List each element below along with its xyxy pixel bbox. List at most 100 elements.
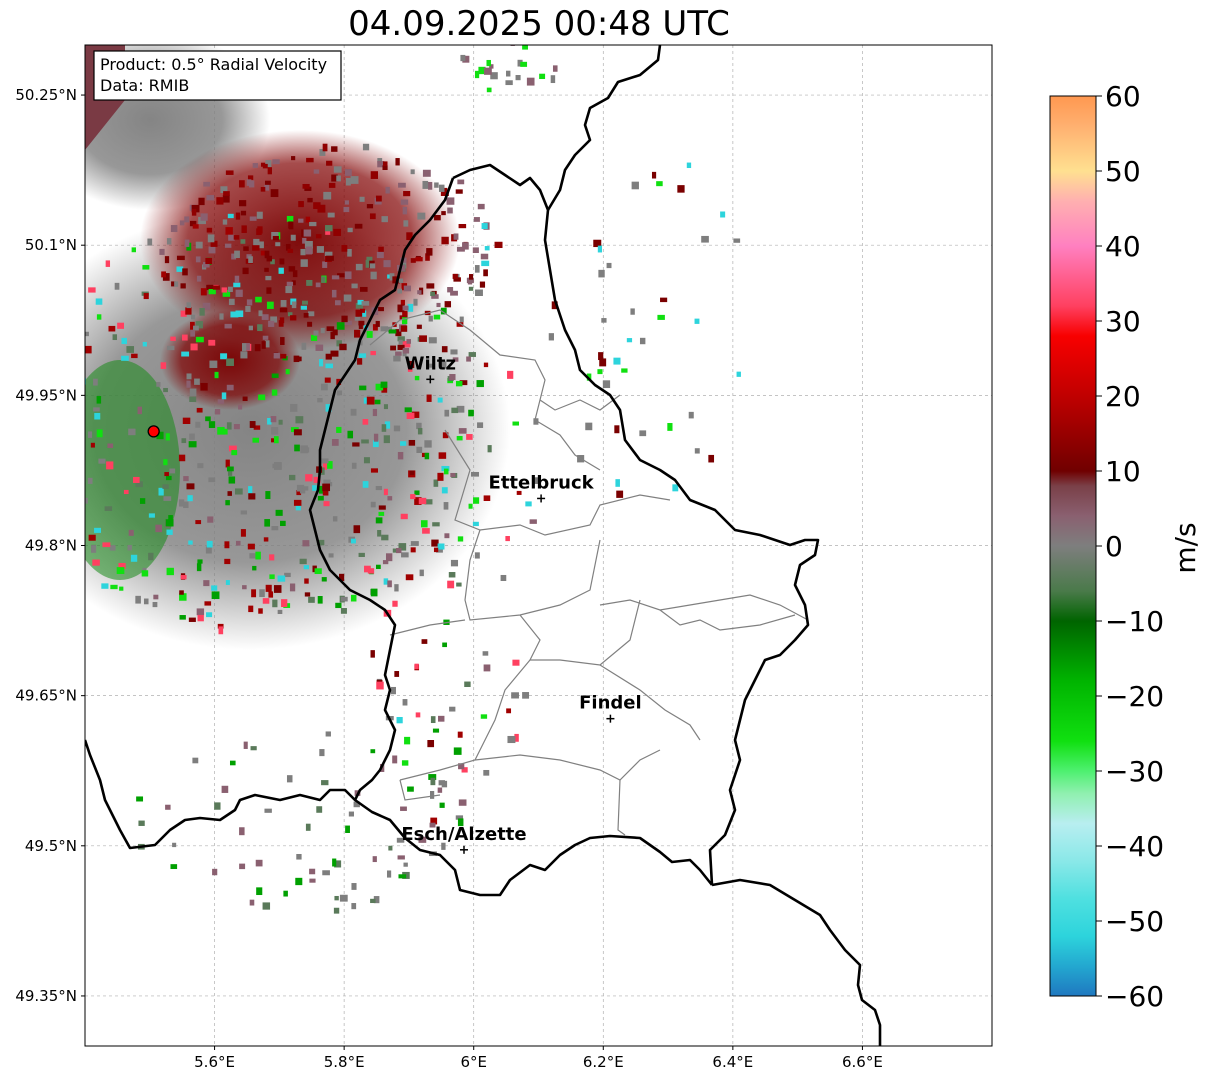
echo-pixel <box>210 240 218 247</box>
echo-pixel <box>533 418 539 425</box>
echo-pixel <box>351 462 357 469</box>
echo-pixel <box>466 434 473 440</box>
echo-pixel <box>430 716 436 724</box>
echo-pixel <box>77 537 82 542</box>
echo-pixel <box>217 426 225 435</box>
echo-pixel <box>106 461 114 470</box>
echo-pixel <box>196 407 203 413</box>
echo-pixel <box>234 250 240 259</box>
echo-pixel <box>202 302 211 310</box>
echo-pixel <box>598 269 605 278</box>
echo-pixel <box>192 224 199 229</box>
echo-pixel <box>387 274 392 279</box>
echo-pixel <box>332 329 338 336</box>
border-belgium-west <box>308 177 455 801</box>
echo-pixel <box>316 539 325 546</box>
echo-pixel <box>53 474 58 482</box>
echo-pixel <box>258 394 266 401</box>
echo-pixel <box>64 288 70 293</box>
echo-pixel <box>291 280 296 286</box>
echo-pixel <box>367 568 375 574</box>
echo-pixel <box>344 169 352 176</box>
echo-pixel <box>480 253 489 260</box>
echo-pixel <box>18 423 24 429</box>
colorbar-tick-label: 50 <box>1105 155 1141 188</box>
echo-pixel <box>234 275 240 283</box>
echo-pixel <box>277 609 283 614</box>
echo-pixel <box>489 64 494 69</box>
echo-pixel <box>386 870 392 878</box>
echo-pixel <box>184 239 190 247</box>
echo-pixel <box>260 187 266 192</box>
echo-pixel <box>33 364 38 370</box>
echo-pixel <box>249 899 255 906</box>
echo-pixel <box>198 197 205 206</box>
echo-pixel <box>532 477 540 484</box>
x-tick-label: 6.4°E <box>712 1053 753 1071</box>
echo-pixel <box>447 287 454 293</box>
echo-pixel <box>639 430 647 437</box>
echo-pixel <box>241 225 247 233</box>
echo-pixel <box>131 353 138 359</box>
echo-pixel <box>108 325 116 332</box>
echo-pixel <box>224 541 230 549</box>
echo-pixel <box>490 72 498 80</box>
echo-pixel <box>378 511 385 516</box>
echo-pixel <box>192 757 199 764</box>
echo-pixel <box>344 271 352 280</box>
echo-pixel <box>433 479 439 487</box>
echo-pixel <box>15 415 20 420</box>
echo-pixel <box>326 326 335 331</box>
echo-pixel <box>214 409 221 415</box>
echo-pixel <box>313 476 321 484</box>
echo-pixel <box>176 255 185 261</box>
echo-pixel <box>336 322 345 330</box>
echo-pixel <box>222 194 230 203</box>
echo-pixel <box>335 602 342 609</box>
echo-pixel <box>410 547 416 553</box>
echo-pixel <box>98 458 106 464</box>
colorbar-tick-label: 0 <box>1105 530 1123 563</box>
echo-pixel <box>353 525 361 534</box>
echo-pixel <box>522 692 530 699</box>
echo-pixel <box>279 307 288 313</box>
echo-pixel <box>437 543 445 550</box>
echo-pixel <box>179 590 184 595</box>
echo-pixel <box>309 878 316 883</box>
echo-pixel <box>131 247 137 253</box>
echo-pixel <box>121 337 128 345</box>
echo-pixel <box>180 310 187 317</box>
echo-pixel <box>321 458 329 464</box>
echo-pixel <box>211 591 220 600</box>
echo-pixel <box>337 273 345 278</box>
echo-pixel <box>212 285 220 290</box>
echo-pixel <box>234 488 243 495</box>
echo-pixel <box>208 477 216 483</box>
echo-pixel <box>360 308 365 313</box>
echo-pixel <box>336 175 341 182</box>
echo-zone-outbound <box>140 130 460 350</box>
echo-pixel <box>402 699 408 706</box>
city-label: Esch/Alzette <box>401 824 526 845</box>
echo-pixel <box>291 156 296 161</box>
echo-pixel <box>417 428 423 435</box>
colorbar-tick-label: 60 <box>1105 80 1141 113</box>
colorbar-tick-label: 40 <box>1105 230 1141 263</box>
echo-pixel <box>251 589 257 598</box>
echo-pixel <box>195 421 201 428</box>
echo-pixel <box>22 421 29 427</box>
echo-pixel <box>539 73 546 80</box>
echo-pixel <box>422 169 431 177</box>
echo-pixel <box>206 195 215 201</box>
echo-pixel <box>207 516 214 523</box>
echo-pixel <box>397 344 405 350</box>
echo-pixel <box>186 302 192 309</box>
echo-pixel <box>269 574 275 580</box>
echo-pixel <box>480 714 488 719</box>
echo-pixel <box>613 357 621 365</box>
echo-pixel <box>279 258 285 265</box>
echo-pixel <box>336 390 343 396</box>
y-tick-label: 49.5°N <box>25 837 77 855</box>
echo-pixel <box>433 547 439 553</box>
echo-pixel <box>300 259 308 267</box>
